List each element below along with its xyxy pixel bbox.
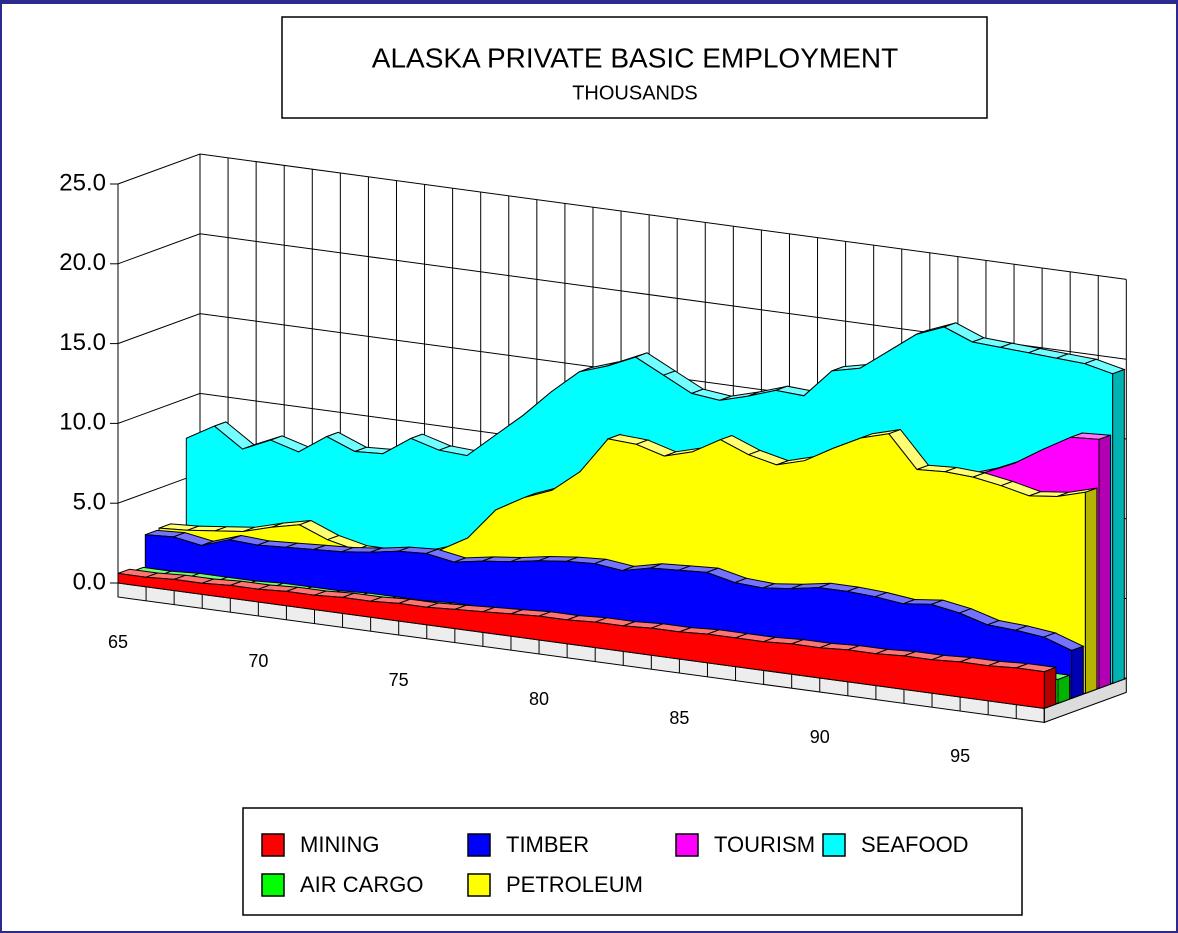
legend-swatch <box>822 833 846 857</box>
legend-swatch <box>675 833 699 857</box>
legend-swatch <box>261 833 285 857</box>
area <box>117 572 1045 709</box>
legend-swatch <box>467 873 491 897</box>
area-end <box>1043 666 1057 710</box>
legend-swatch <box>467 833 491 857</box>
x-tick-label: 90 <box>810 727 830 747</box>
title-box <box>281 16 988 119</box>
legend-label: TOURISM <box>714 832 815 857</box>
area-end <box>1112 368 1125 685</box>
legend-box <box>242 807 1023 916</box>
x-tick-label: 80 <box>529 689 549 709</box>
chart-title: ALASKA PRIVATE BASIC EMPLOYMENT <box>372 42 898 73</box>
x-tick-label: 95 <box>950 746 970 766</box>
y-tick-label: 15.0 <box>59 329 106 356</box>
area-end <box>1084 487 1098 695</box>
legend-label: SEAFOOD <box>861 832 969 857</box>
x-tick-label: 65 <box>108 632 128 652</box>
top-bar <box>0 0 1178 4</box>
legend-label: TIMBER <box>506 832 589 857</box>
x-tick-label: 75 <box>389 670 409 690</box>
legend-swatch <box>261 873 285 897</box>
x-tick-label: 70 <box>248 651 268 671</box>
y-tick-label: 0.0 <box>73 568 106 595</box>
area-end <box>1098 434 1112 690</box>
legend-label: AIR CARGO <box>300 872 423 897</box>
x-tick-label: 85 <box>669 708 689 728</box>
y-tick-label: 25.0 <box>59 169 106 196</box>
chart-subtitle: THOUSANDS <box>572 82 698 104</box>
y-tick-label: 20.0 <box>59 249 106 276</box>
y-tick-label: 10.0 <box>59 409 106 436</box>
legend-label: PETROLEUM <box>506 872 643 897</box>
area-end <box>1071 645 1084 700</box>
y-tick-label: 5.0 <box>73 489 106 516</box>
area-end <box>1057 674 1071 705</box>
legend-label: MINING <box>300 832 379 857</box>
